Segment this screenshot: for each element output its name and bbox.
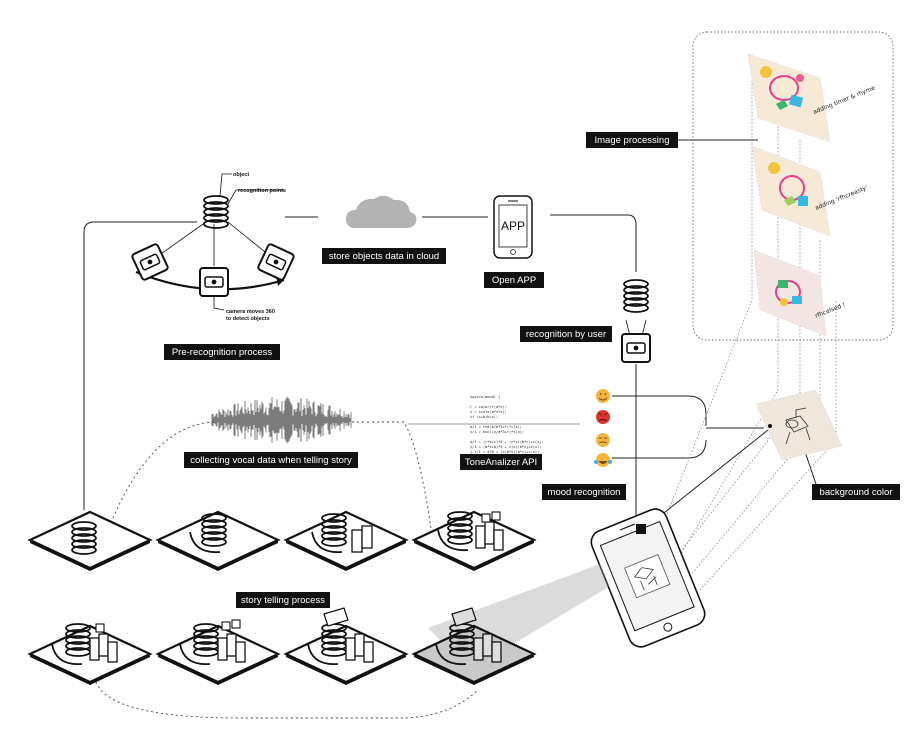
code-line: a/1 = rnd(b/b*5+r)*c(x); <box>470 425 522 429</box>
store-cloud-label: store objects data in cloud <box>329 251 439 262</box>
image-processing-label: Image processing <box>586 132 678 148</box>
user-phone-icon <box>590 508 706 648</box>
story-tile-6 <box>156 619 280 687</box>
laughing-tears-emoji-icon <box>594 453 612 467</box>
code-line: x = scale(b*x*x); <box>470 410 507 414</box>
app-phone-icon: APP <box>493 195 533 259</box>
recognition-points-annotation: recognition points <box>238 188 286 194</box>
code-line: r = color(r(a*x); <box>470 405 507 409</box>
recognition-by-user-label: recognition by user <box>526 329 606 340</box>
story-tile-3 <box>284 510 408 573</box>
camera-user-icon <box>621 333 651 363</box>
cloud-icon <box>346 195 417 228</box>
spring-object-icon <box>203 195 229 229</box>
camera-right-icon <box>256 242 296 282</box>
spring-object-icon-2 <box>623 279 649 313</box>
image-processing-frame <box>692 31 894 341</box>
story-tile-8 <box>411 607 537 685</box>
code-line: a/1 = (r*b/c)*5 + (c*x)(b*c)+c(x); <box>470 440 544 444</box>
tone-code-snippet: switch(mood) { r = color(r(a*x); x = sca… <box>470 395 544 454</box>
code-line: if (x+b/b+x); <box>470 415 498 419</box>
image-processing-panel: adding timer & rhyme adding 'rfhcreasty'… <box>692 31 894 341</box>
dashed-connectors <box>95 421 479 719</box>
story-tile-7 <box>284 607 408 687</box>
story-tile-2 <box>156 510 280 573</box>
code-line: } r/1 = a*b + (c(b*x)(b*c)+c(x); <box>470 450 539 454</box>
camera-left-icon <box>130 242 170 282</box>
story-telling-label: story telling process <box>241 595 325 606</box>
mood-recognition-label: mood recognition <box>548 487 621 498</box>
pre-recognition-label: Pre-recognition process <box>172 347 273 358</box>
smiling-emoji-icon <box>596 389 610 403</box>
story-tiles-row-2 <box>28 607 537 687</box>
code-line: switch(mood) { <box>470 395 500 399</box>
pre-recognition-group: object recognition points camera moves 3… <box>130 172 296 360</box>
collecting-vocal-label: collecting vocal data when telling story <box>190 455 352 466</box>
mood-emojis <box>594 389 612 467</box>
code-line: y/1 = (b*c+a)*5 + c(x)(b*c)+c(x); <box>470 445 541 449</box>
image-card-2: adding 'rfhcreasty' <box>751 145 869 237</box>
story-tiles-row-1 <box>28 510 536 573</box>
user-recognition-group: recognition by user <box>520 279 651 363</box>
object-annotation: object <box>233 172 249 178</box>
open-app-label: Open APP <box>492 275 536 286</box>
connector-lines <box>83 139 819 533</box>
image-card-1: adding timer & rhyme <box>747 53 876 143</box>
sad-emoji-icon <box>596 433 610 447</box>
story-tile-5 <box>28 623 152 687</box>
svg-text:Image processing: Image processing <box>595 135 670 146</box>
app-icon-text: APP <box>501 219 525 233</box>
tone-analyzer-label: ToneAnalizer API <box>465 457 537 468</box>
camera-moves-annotation-2: to detect objects <box>226 316 270 322</box>
camera-moves-annotation-1: camera moves 360 <box>226 309 275 315</box>
code-line: y/1 = bscl(x/a*3+r)*c(x); <box>470 430 524 434</box>
background-color-label: background color <box>820 487 893 498</box>
phone-camera-dot <box>636 524 646 534</box>
story-tile-4 <box>412 510 536 573</box>
vocal-waveform <box>211 396 352 444</box>
camera-center-icon <box>199 267 229 297</box>
angry-emoji-icon <box>596 410 610 424</box>
recognition-lines <box>157 173 284 311</box>
story-tile-1 <box>28 510 152 573</box>
line-pre-to-tile <box>83 221 197 510</box>
background-color-card <box>755 389 843 461</box>
